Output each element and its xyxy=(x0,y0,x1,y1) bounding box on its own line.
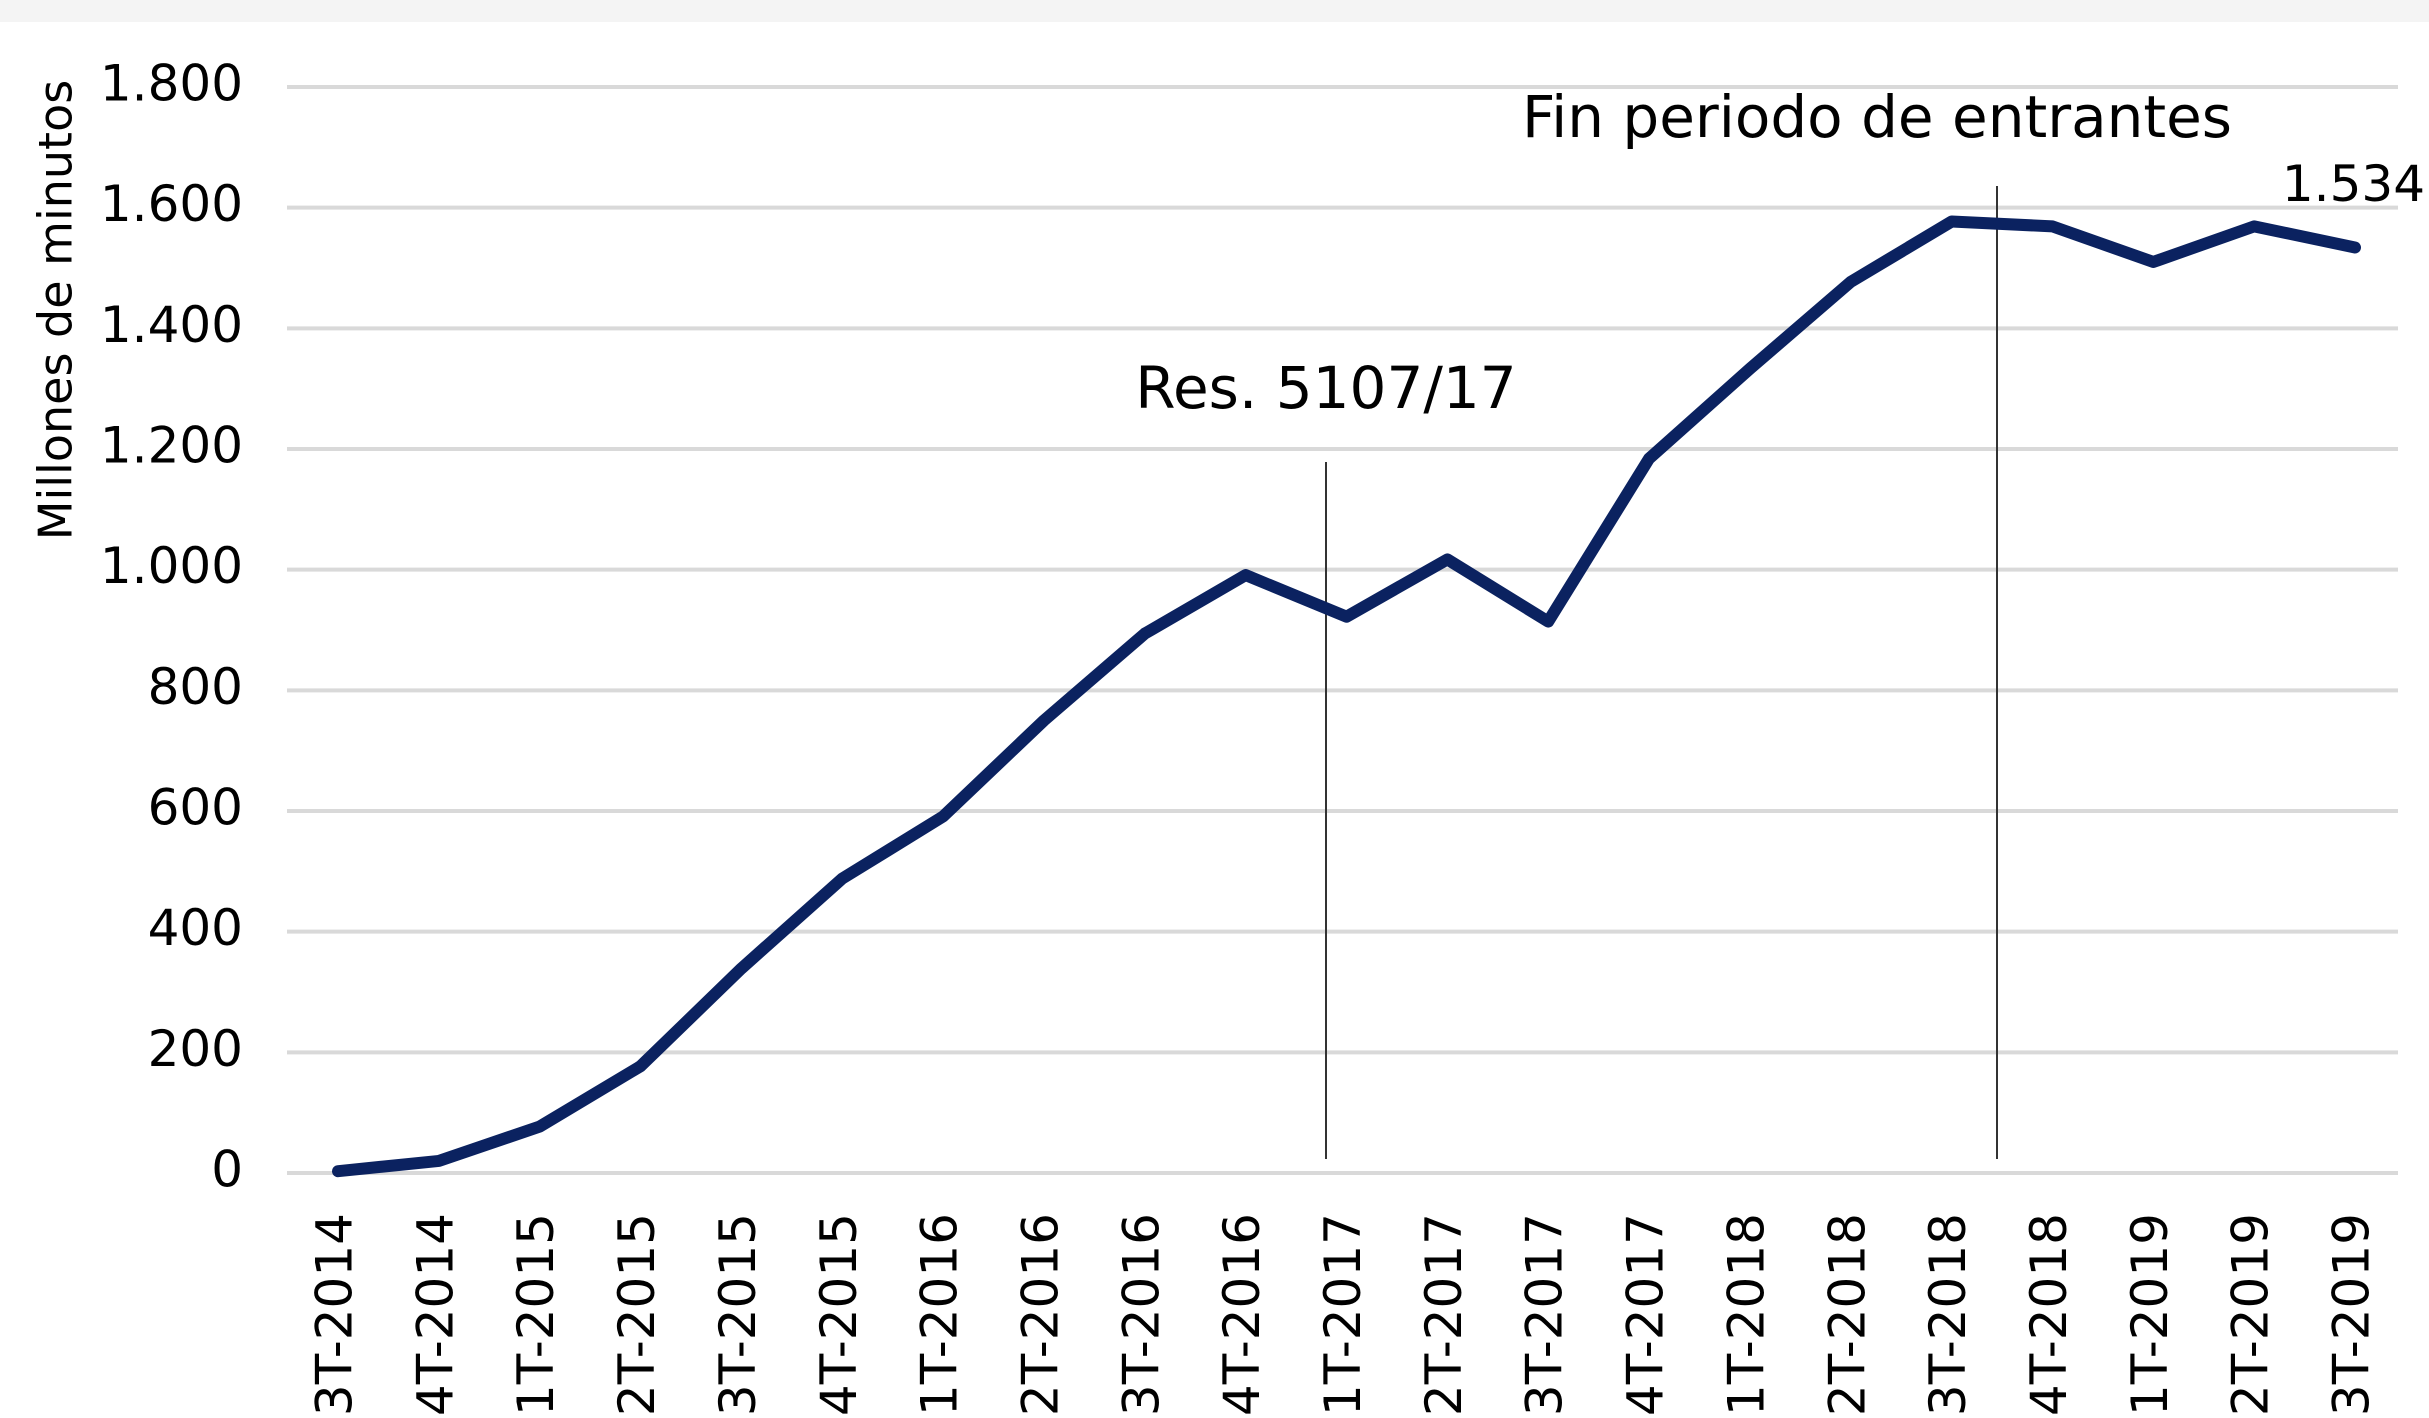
x-tick-label: 4T-2018 xyxy=(2020,1213,2078,1414)
y-tick-label: 1.000 xyxy=(100,537,243,595)
x-tick-label: 1T-2015 xyxy=(507,1213,565,1414)
x-tick-label: 2T-2015 xyxy=(608,1213,666,1414)
x-tick-label: 3T-2017 xyxy=(1516,1213,1574,1414)
x-tick-label: 4T-2016 xyxy=(1213,1213,1271,1414)
y-tick-label: 200 xyxy=(148,1020,243,1078)
x-tick-label: 3T-2015 xyxy=(709,1213,767,1414)
y-tick-label: 800 xyxy=(148,658,243,716)
y-tick-label: 1.200 xyxy=(100,417,243,475)
x-tick-label: 1T-2018 xyxy=(1717,1213,1775,1414)
annotation-text: Res. 5107/17 xyxy=(1135,354,1516,422)
y-tick-label: 1.600 xyxy=(100,175,243,233)
y-tick-label: 600 xyxy=(148,779,243,837)
x-tick-label: 3T-2019 xyxy=(2323,1213,2381,1414)
x-tick-label: 3T-2014 xyxy=(306,1213,364,1414)
x-tick-label: 1T-2016 xyxy=(911,1213,969,1414)
y-tick-label: 1.800 xyxy=(100,55,243,113)
x-tick-label: 1T-2019 xyxy=(2121,1213,2179,1414)
x-tick-label: 4T-2017 xyxy=(1617,1213,1675,1414)
x-tick-label: 1T-2017 xyxy=(1314,1213,1372,1414)
x-tick-label: 3T-2016 xyxy=(1112,1213,1170,1414)
x-tick-label: 4T-2015 xyxy=(810,1213,868,1414)
data-label: 1.534 xyxy=(2282,155,2425,213)
top-band xyxy=(0,0,2429,22)
y-tick-label: 1.400 xyxy=(100,296,243,354)
x-tick-label: 2T-2018 xyxy=(1818,1213,1876,1414)
x-tick-label: 2T-2016 xyxy=(1011,1213,1069,1414)
annotation-text: Fin periodo de entrantes xyxy=(1522,83,2232,151)
series-line xyxy=(332,215,2361,1178)
x-tick-label: 4T-2014 xyxy=(406,1213,464,1414)
y-tick-label: 0 xyxy=(211,1141,243,1199)
x-tick-label: 2T-2017 xyxy=(1415,1213,1473,1414)
x-tick-label: 3T-2018 xyxy=(1919,1213,1977,1414)
x-tick-label: 2T-2019 xyxy=(2222,1213,2280,1414)
y-tick-label: 400 xyxy=(148,899,243,957)
y-axis-title: Millones de minutos xyxy=(29,80,83,540)
